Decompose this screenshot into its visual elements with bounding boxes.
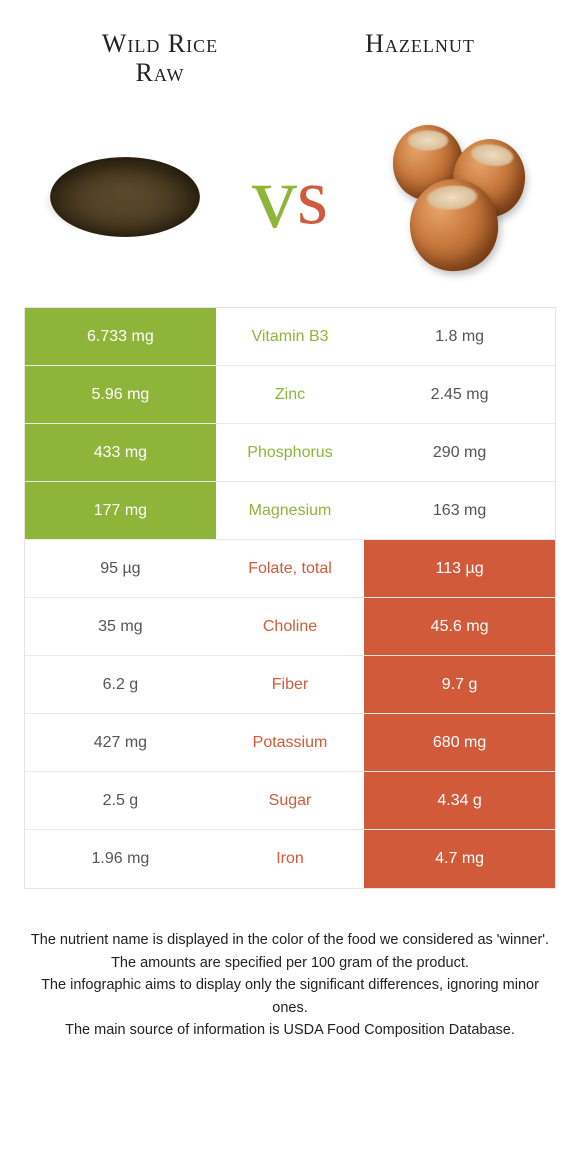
left-value: 177 mg [25,482,216,539]
left-value: 95 µg [25,540,216,597]
right-value: 290 mg [364,424,555,481]
left-value: 427 mg [25,714,216,771]
footer-notes: The nutrient name is displayed in the co… [0,889,580,1041]
left-value: 1.96 mg [25,830,216,888]
left-value: 6.2 g [25,656,216,713]
nutrient-label: Zinc [216,366,364,423]
images-row: vs [0,97,580,307]
right-title: Hazelnut [365,29,475,58]
left-title-line1: Wild Rice [102,29,218,58]
nutrient-table: 6.733 mgVitamin B31.8 mg5.96 mgZinc2.45 … [24,307,556,889]
left-title-line2: Raw [136,58,185,87]
table-row: 6.2 gFiber9.7 g [25,656,555,714]
footer-line4: The main source of information is USDA F… [30,1019,550,1041]
right-value: 4.7 mg [364,830,555,888]
left-value: 433 mg [25,424,216,481]
table-row: 35 mgCholine45.6 mg [25,598,555,656]
nutrient-label: Sugar [216,772,364,829]
right-value: 9.7 g [364,656,555,713]
right-value: 45.6 mg [364,598,555,655]
header: Wild Rice Raw Hazelnut [0,0,580,97]
right-value: 680 mg [364,714,555,771]
nutrient-label: Choline [216,598,364,655]
nutrient-label: Phosphorus [216,424,364,481]
vs-s: s [297,152,328,243]
left-food-image [40,112,210,282]
nutrient-label: Folate, total [216,540,364,597]
vs-v: v [252,146,297,249]
right-value: 1.8 mg [364,308,555,365]
right-value: 163 mg [364,482,555,539]
nutrient-label: Vitamin B3 [216,308,364,365]
right-value: 113 µg [364,540,555,597]
left-food-title: Wild Rice Raw [60,30,260,87]
hazelnut-icon [375,117,535,277]
nutrient-label: Magnesium [216,482,364,539]
right-food-image [370,112,540,282]
footer-line3: The infographic aims to display only the… [30,974,550,1019]
table-row: 433 mgPhosphorus290 mg [25,424,555,482]
table-row: 427 mgPotassium680 mg [25,714,555,772]
table-row: 5.96 mgZinc2.45 mg [25,366,555,424]
table-row: 6.733 mgVitamin B31.8 mg [25,308,555,366]
right-food-title: Hazelnut [320,30,520,87]
left-value: 2.5 g [25,772,216,829]
nutrient-label: Potassium [216,714,364,771]
table-row: 95 µgFolate, total113 µg [25,540,555,598]
nutrient-label: Iron [216,830,364,888]
left-value: 5.96 mg [25,366,216,423]
left-value: 35 mg [25,598,216,655]
right-value: 2.45 mg [364,366,555,423]
table-row: 1.96 mgIron4.7 mg [25,830,555,888]
left-value: 6.733 mg [25,308,216,365]
footer-line1: The nutrient name is displayed in the co… [30,929,550,951]
wild-rice-icon [50,157,200,237]
footer-line2: The amounts are specified per 100 gram o… [30,952,550,974]
table-row: 177 mgMagnesium163 mg [25,482,555,540]
right-value: 4.34 g [364,772,555,829]
table-row: 2.5 gSugar4.34 g [25,772,555,830]
nutrient-label: Fiber [216,656,364,713]
vs-label: vs [252,146,328,249]
